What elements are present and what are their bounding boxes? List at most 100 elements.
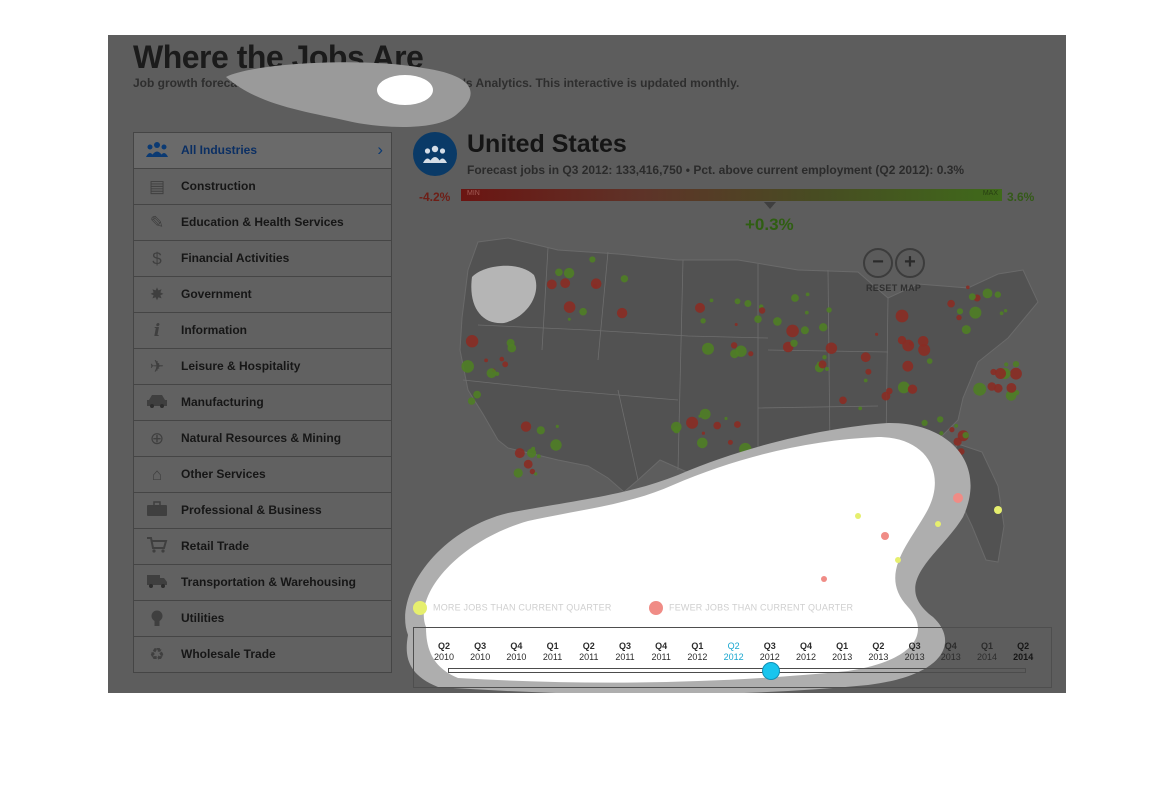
city-bubble[interactable] [702,342,714,355]
sidebar-item-leisure[interactable]: ✈ Leisure & Hospitality [133,349,392,385]
city-bubble[interactable] [969,306,982,319]
city-bubble[interactable] [695,302,705,313]
sidebar-item-education-health[interactable]: ✎ Education & Health Services [133,205,392,241]
city-bubble[interactable] [507,343,517,353]
city-bubble[interactable] [754,315,762,323]
timeline-quarter[interactable]: Q3 2012 [753,641,787,663]
city-bubble[interactable] [563,267,575,279]
city-bubble[interactable] [748,351,754,357]
city-bubble[interactable] [917,336,929,347]
city-bubble[interactable] [947,299,955,308]
city-bubble[interactable] [895,557,901,563]
city-bubble[interactable] [953,493,963,503]
timeline-slider-handle[interactable] [762,662,780,680]
zoom-in-button[interactable]: + [895,248,925,278]
timeline-quarter[interactable]: Q4 2010 [499,641,533,663]
reset-map-button[interactable]: RESET MAP [866,283,922,293]
timeline-quarter[interactable]: Q2 2012 [717,641,751,663]
city-bubble[interactable] [987,382,997,391]
city-bubble[interactable] [698,414,702,418]
city-bubble[interactable] [465,335,479,348]
city-bubble[interactable] [875,332,879,336]
city-bubble[interactable] [800,326,809,335]
city-bubble[interactable] [956,314,962,321]
timeline-quarter[interactable]: Q1 2013 [825,641,859,663]
city-bubble[interactable] [1003,309,1008,313]
timeline-quarter[interactable]: Q1 2012 [680,641,714,663]
city-bubble[interactable] [902,339,915,352]
city-bubble[interactable] [473,390,481,399]
city-bubble[interactable] [499,356,505,362]
timeline-quarter[interactable]: Q4 2012 [789,641,823,663]
city-bubble[interactable] [961,325,971,335]
city-bubble[interactable] [724,416,728,421]
timeline-quarter[interactable]: Q3 2011 [608,641,642,663]
city-bubble[interactable] [589,256,596,263]
city-bubble[interactable] [855,513,861,519]
city-bubble[interactable] [734,298,741,305]
city-bubble[interactable] [907,384,918,394]
timeline-quarter[interactable]: Q3 2010 [463,641,497,663]
city-bubble[interactable] [982,288,993,299]
timeline-quarter[interactable]: Q2 2014 [1006,641,1040,663]
city-bubble[interactable] [937,416,944,423]
city-bubble[interactable] [758,307,766,314]
city-bubble[interactable] [821,576,827,582]
city-bubble[interactable] [822,355,827,360]
timeline-quarter[interactable]: Q2 2011 [572,641,606,663]
timeline-quarter[interactable]: Q2 2013 [861,641,895,663]
city-bubble[interactable] [791,294,799,302]
city-bubble[interactable] [805,292,810,297]
sidebar-item-construction[interactable]: ▤ Construction [133,169,392,205]
sidebar-item-utilities[interactable]: Utilities [133,601,392,637]
city-bubble[interactable] [773,317,782,326]
city-bubble[interactable] [860,352,871,363]
city-bubble[interactable] [1005,390,1017,401]
city-bubble[interactable] [935,521,941,527]
timeline-quarter[interactable]: Q1 2014 [970,641,1004,663]
city-bubble[interactable] [819,323,828,332]
city-bubble[interactable] [956,308,964,315]
city-bubble[interactable] [567,317,571,321]
city-bubble[interactable] [730,342,738,349]
city-bubble[interactable] [461,360,474,373]
city-bubble[interactable] [825,342,838,354]
city-bubble[interactable] [865,368,872,375]
city-bubble[interactable] [1004,362,1009,367]
sidebar-item-financial[interactable]: $ Financial Activities [133,241,392,277]
sidebar-item-other-services[interactable]: ⌂ Other Services [133,457,392,493]
timeline-quarter[interactable]: Q3 2013 [898,641,932,663]
sidebar-item-wholesale[interactable]: ♻ Wholesale Trade [133,637,392,673]
sidebar-item-transportation[interactable]: Transportation & Warehousing [133,565,392,601]
city-bubble[interactable] [994,506,1002,514]
city-bubble[interactable] [563,301,576,313]
city-bubble[interactable] [1006,383,1017,393]
city-bubble[interactable] [902,360,914,372]
city-bubble[interactable] [1012,361,1020,368]
city-bubble[interactable] [620,275,629,283]
city-bubble[interactable] [818,360,827,369]
city-bubble[interactable] [804,310,809,315]
city-bubble[interactable] [486,368,497,379]
sidebar-item-professional[interactable]: Professional & Business [133,493,392,529]
sidebar-item-information[interactable]: i Information [133,313,392,349]
city-bubble[interactable] [709,298,714,303]
city-bubble[interactable] [994,291,1001,298]
timeline-quarter[interactable]: Q4 2013 [934,641,968,663]
sidebar-item-all-industries[interactable]: All Industries › [133,132,392,169]
city-bubble[interactable] [546,279,557,290]
city-bubble[interactable] [616,307,628,319]
city-bubble[interactable] [744,300,752,307]
city-bubble[interactable] [593,284,597,289]
city-bubble[interactable] [699,408,711,420]
zoom-out-button[interactable]: − [863,248,893,278]
city-bubble[interactable] [926,358,933,364]
city-bubble[interactable] [825,367,829,371]
city-bubble[interactable] [973,382,987,396]
city-bubble[interactable] [790,339,798,347]
city-bubble[interactable] [484,358,488,363]
city-bubble[interactable] [886,387,893,395]
city-bubble[interactable] [467,397,476,405]
city-bubble[interactable] [897,381,910,394]
city-bubble[interactable] [895,309,909,323]
